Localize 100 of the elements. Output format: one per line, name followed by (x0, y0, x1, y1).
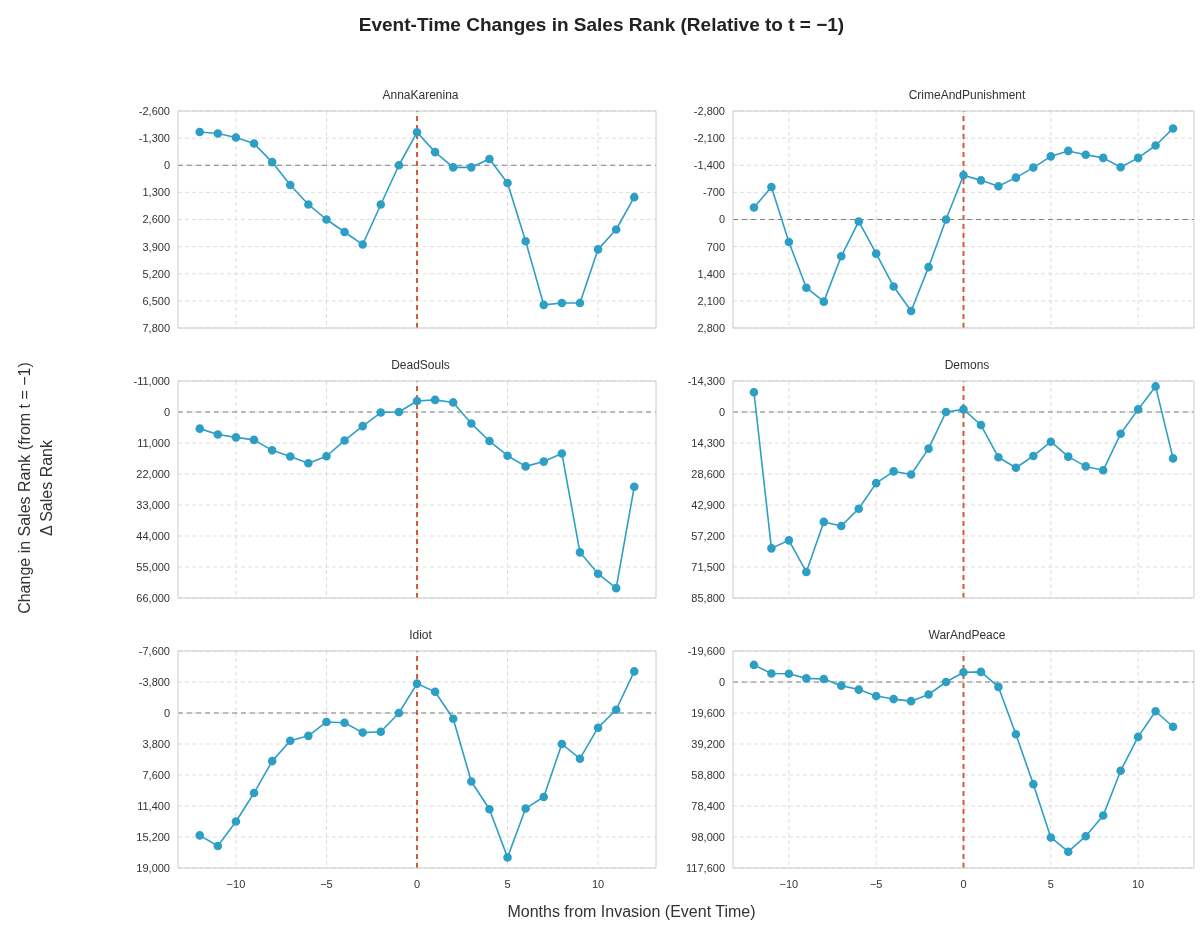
point (1098, 811, 1108, 820)
x-tick-label: 0 (413, 877, 421, 890)
point (557, 739, 567, 749)
point (924, 444, 933, 453)
point (1029, 779, 1038, 789)
y-tick-label: 78,400 (691, 799, 725, 812)
point (767, 182, 776, 192)
y-tick-label: 85,800 (691, 591, 725, 604)
point (285, 452, 295, 461)
point (195, 424, 205, 433)
point (1151, 141, 1160, 150)
point (1029, 163, 1038, 172)
point (539, 792, 549, 802)
point (629, 192, 639, 202)
y-tick-label: -2,100 (693, 132, 725, 145)
point (854, 685, 864, 694)
y-tick-label: 0 (718, 405, 725, 418)
point (340, 436, 349, 445)
chart-title: WarAndPeace (927, 628, 1007, 644)
point (304, 458, 313, 468)
point (629, 482, 639, 491)
point (976, 420, 986, 430)
point (1116, 162, 1125, 172)
y-tick-label: 7,800 (142, 321, 170, 334)
point (924, 690, 933, 699)
y-tick-label: 5,200 (142, 267, 170, 280)
point (412, 679, 422, 688)
point (767, 669, 776, 678)
x-tick-label: −5 (320, 877, 333, 890)
point (304, 200, 313, 209)
y-tick-label: 57,200 (691, 529, 725, 542)
point (854, 504, 864, 513)
point (1133, 153, 1143, 163)
point (959, 405, 968, 414)
y-tick-label: 66,000 (136, 591, 170, 604)
point (1133, 405, 1143, 414)
y-tick-label: 42,900 (691, 498, 725, 511)
point (802, 567, 811, 577)
point (1081, 150, 1091, 160)
point (1011, 463, 1021, 473)
point (871, 249, 881, 258)
x-tick-label: 0 (960, 877, 967, 890)
point (994, 181, 1003, 191)
point (249, 435, 259, 445)
chart-title: CrimeAndPunishment (907, 88, 1027, 104)
y-tick-label: 3,900 (142, 240, 170, 253)
point (784, 669, 794, 679)
point (749, 660, 759, 670)
x-tick-label: −10 (779, 877, 799, 890)
y-tick-label: -1,300 (138, 132, 170, 145)
point (267, 756, 277, 766)
point (994, 453, 1003, 462)
y-tick-label: 0 (163, 706, 170, 719)
point (1063, 146, 1073, 156)
point (611, 225, 621, 234)
point (195, 127, 205, 137)
chart-title: AnnaKarenina (381, 88, 460, 104)
point (304, 731, 313, 741)
y-tick-label: 58,800 (691, 768, 725, 781)
y-tick-label: 0 (163, 405, 170, 418)
point (213, 129, 223, 138)
y-tick-label: 0 (718, 213, 725, 226)
point (1116, 766, 1125, 776)
point (941, 215, 951, 224)
point (557, 449, 567, 458)
point (906, 306, 916, 316)
y-tick-label: 1,400 (697, 267, 725, 280)
point (906, 470, 916, 479)
point (376, 727, 386, 737)
y-tick-label: -700 (702, 186, 725, 199)
y-tick-label: 19,600 (691, 706, 725, 719)
x-tick-label: −10 (226, 877, 246, 890)
x-tick-label: −5 (869, 877, 883, 890)
point (503, 853, 512, 862)
point (340, 718, 349, 728)
point (1011, 729, 1021, 739)
point (430, 687, 440, 697)
point (871, 691, 881, 701)
point (485, 154, 494, 164)
point (195, 831, 205, 840)
y-tick-label: 2,600 (142, 213, 170, 226)
point (358, 240, 367, 249)
y-axis-title: Change in Sales Rank (from t = −1) Δ Sales Rank (15, 362, 56, 614)
y-tick-label: 55,000 (136, 560, 170, 573)
point (1116, 429, 1125, 438)
point (285, 736, 295, 746)
y-tick-label: 6,500 (142, 294, 170, 307)
point (1063, 452, 1073, 461)
y-tick-label: 14,300 (691, 436, 725, 449)
point (213, 430, 223, 439)
point (784, 237, 794, 247)
point (1029, 451, 1038, 461)
point (394, 160, 404, 170)
y-tick-label: 28,600 (691, 467, 725, 480)
point (1098, 466, 1108, 475)
point (267, 446, 277, 455)
point (412, 396, 422, 406)
point (1098, 153, 1108, 163)
point (485, 804, 494, 814)
y-tick-label: -7,600 (138, 644, 170, 657)
